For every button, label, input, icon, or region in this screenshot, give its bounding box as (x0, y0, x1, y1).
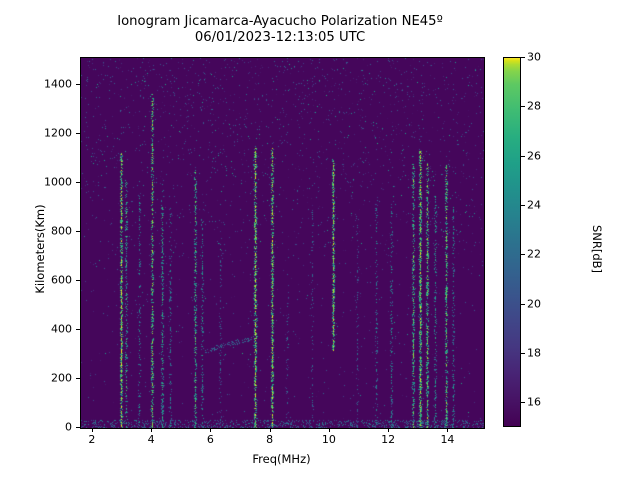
colorbar-tick-label: 26 (527, 149, 541, 163)
y-tick-label: 1200 (44, 126, 72, 140)
x-tick-mark (328, 428, 330, 432)
x-tick-mark (151, 428, 153, 432)
y-tick-mark (76, 132, 80, 134)
x-tick-label: 10 (321, 433, 336, 446)
x-tick-label: 8 (266, 433, 274, 446)
colorbar-tick-label: 30 (527, 50, 541, 64)
colorbar-tick-mark (521, 353, 525, 354)
y-tick-label: 0 (65, 420, 72, 434)
ionogram-heatmap (81, 58, 484, 428)
colorbar-tick-label: 18 (527, 346, 541, 360)
colorbar-tick-mark (521, 155, 525, 157)
colorbar-tick-label: 16 (527, 395, 541, 409)
y-tick-label: 400 (51, 322, 72, 336)
x-tick-label: 12 (381, 433, 396, 446)
y-tick-mark (76, 181, 80, 183)
colorbar-tick-label: 28 (527, 99, 541, 113)
y-tick-mark (76, 377, 80, 379)
colorbar-tick-mark (521, 402, 525, 404)
figure-title: Ionogram Jicamarca-Ayacucho Polarization… (0, 14, 560, 46)
y-tick-mark (76, 427, 80, 428)
y-tick-label: 600 (51, 273, 72, 287)
title-line-1: Ionogram Jicamarca-Ayacucho Polarization… (117, 14, 443, 29)
y-tick-label: 1400 (44, 77, 72, 91)
x-axis-label: Freq(MHz) (252, 452, 311, 466)
y-tick-mark (76, 279, 80, 281)
x-tick-mark (388, 428, 390, 432)
plot-area (80, 57, 485, 429)
y-tick-label: 800 (51, 224, 72, 238)
x-tick-mark (269, 428, 271, 432)
colorbar-tick-label: 24 (527, 198, 541, 212)
colorbar-tick-mark (521, 303, 525, 305)
colorbar-tick-label: 22 (527, 247, 541, 261)
x-tick-mark (91, 428, 93, 432)
x-tick-mark (447, 428, 449, 432)
x-tick-label: 14 (440, 433, 455, 446)
y-tick-mark (76, 328, 80, 330)
y-tick-label: 200 (51, 371, 72, 385)
colorbar-tick-label: 20 (527, 297, 541, 311)
colorbar-label: SNR[dB] (590, 224, 604, 274)
x-tick-label: 2 (88, 433, 96, 446)
colorbar-tick-mark (521, 106, 525, 108)
colorbar (503, 57, 521, 427)
x-tick-label: 6 (206, 433, 214, 446)
x-tick-mark (210, 428, 212, 432)
y-tick-mark (76, 230, 80, 232)
colorbar-gradient (503, 57, 521, 427)
colorbar-tick-mark (521, 205, 525, 206)
x-tick-label: 4 (147, 433, 155, 446)
title-line-2: 06/01/2023-12:13:05 UTC (194, 30, 366, 45)
colorbar-tick-mark (521, 254, 525, 256)
colorbar-tick-mark (521, 57, 525, 58)
y-tick-label: 1000 (44, 175, 72, 189)
y-tick-mark (76, 83, 80, 85)
